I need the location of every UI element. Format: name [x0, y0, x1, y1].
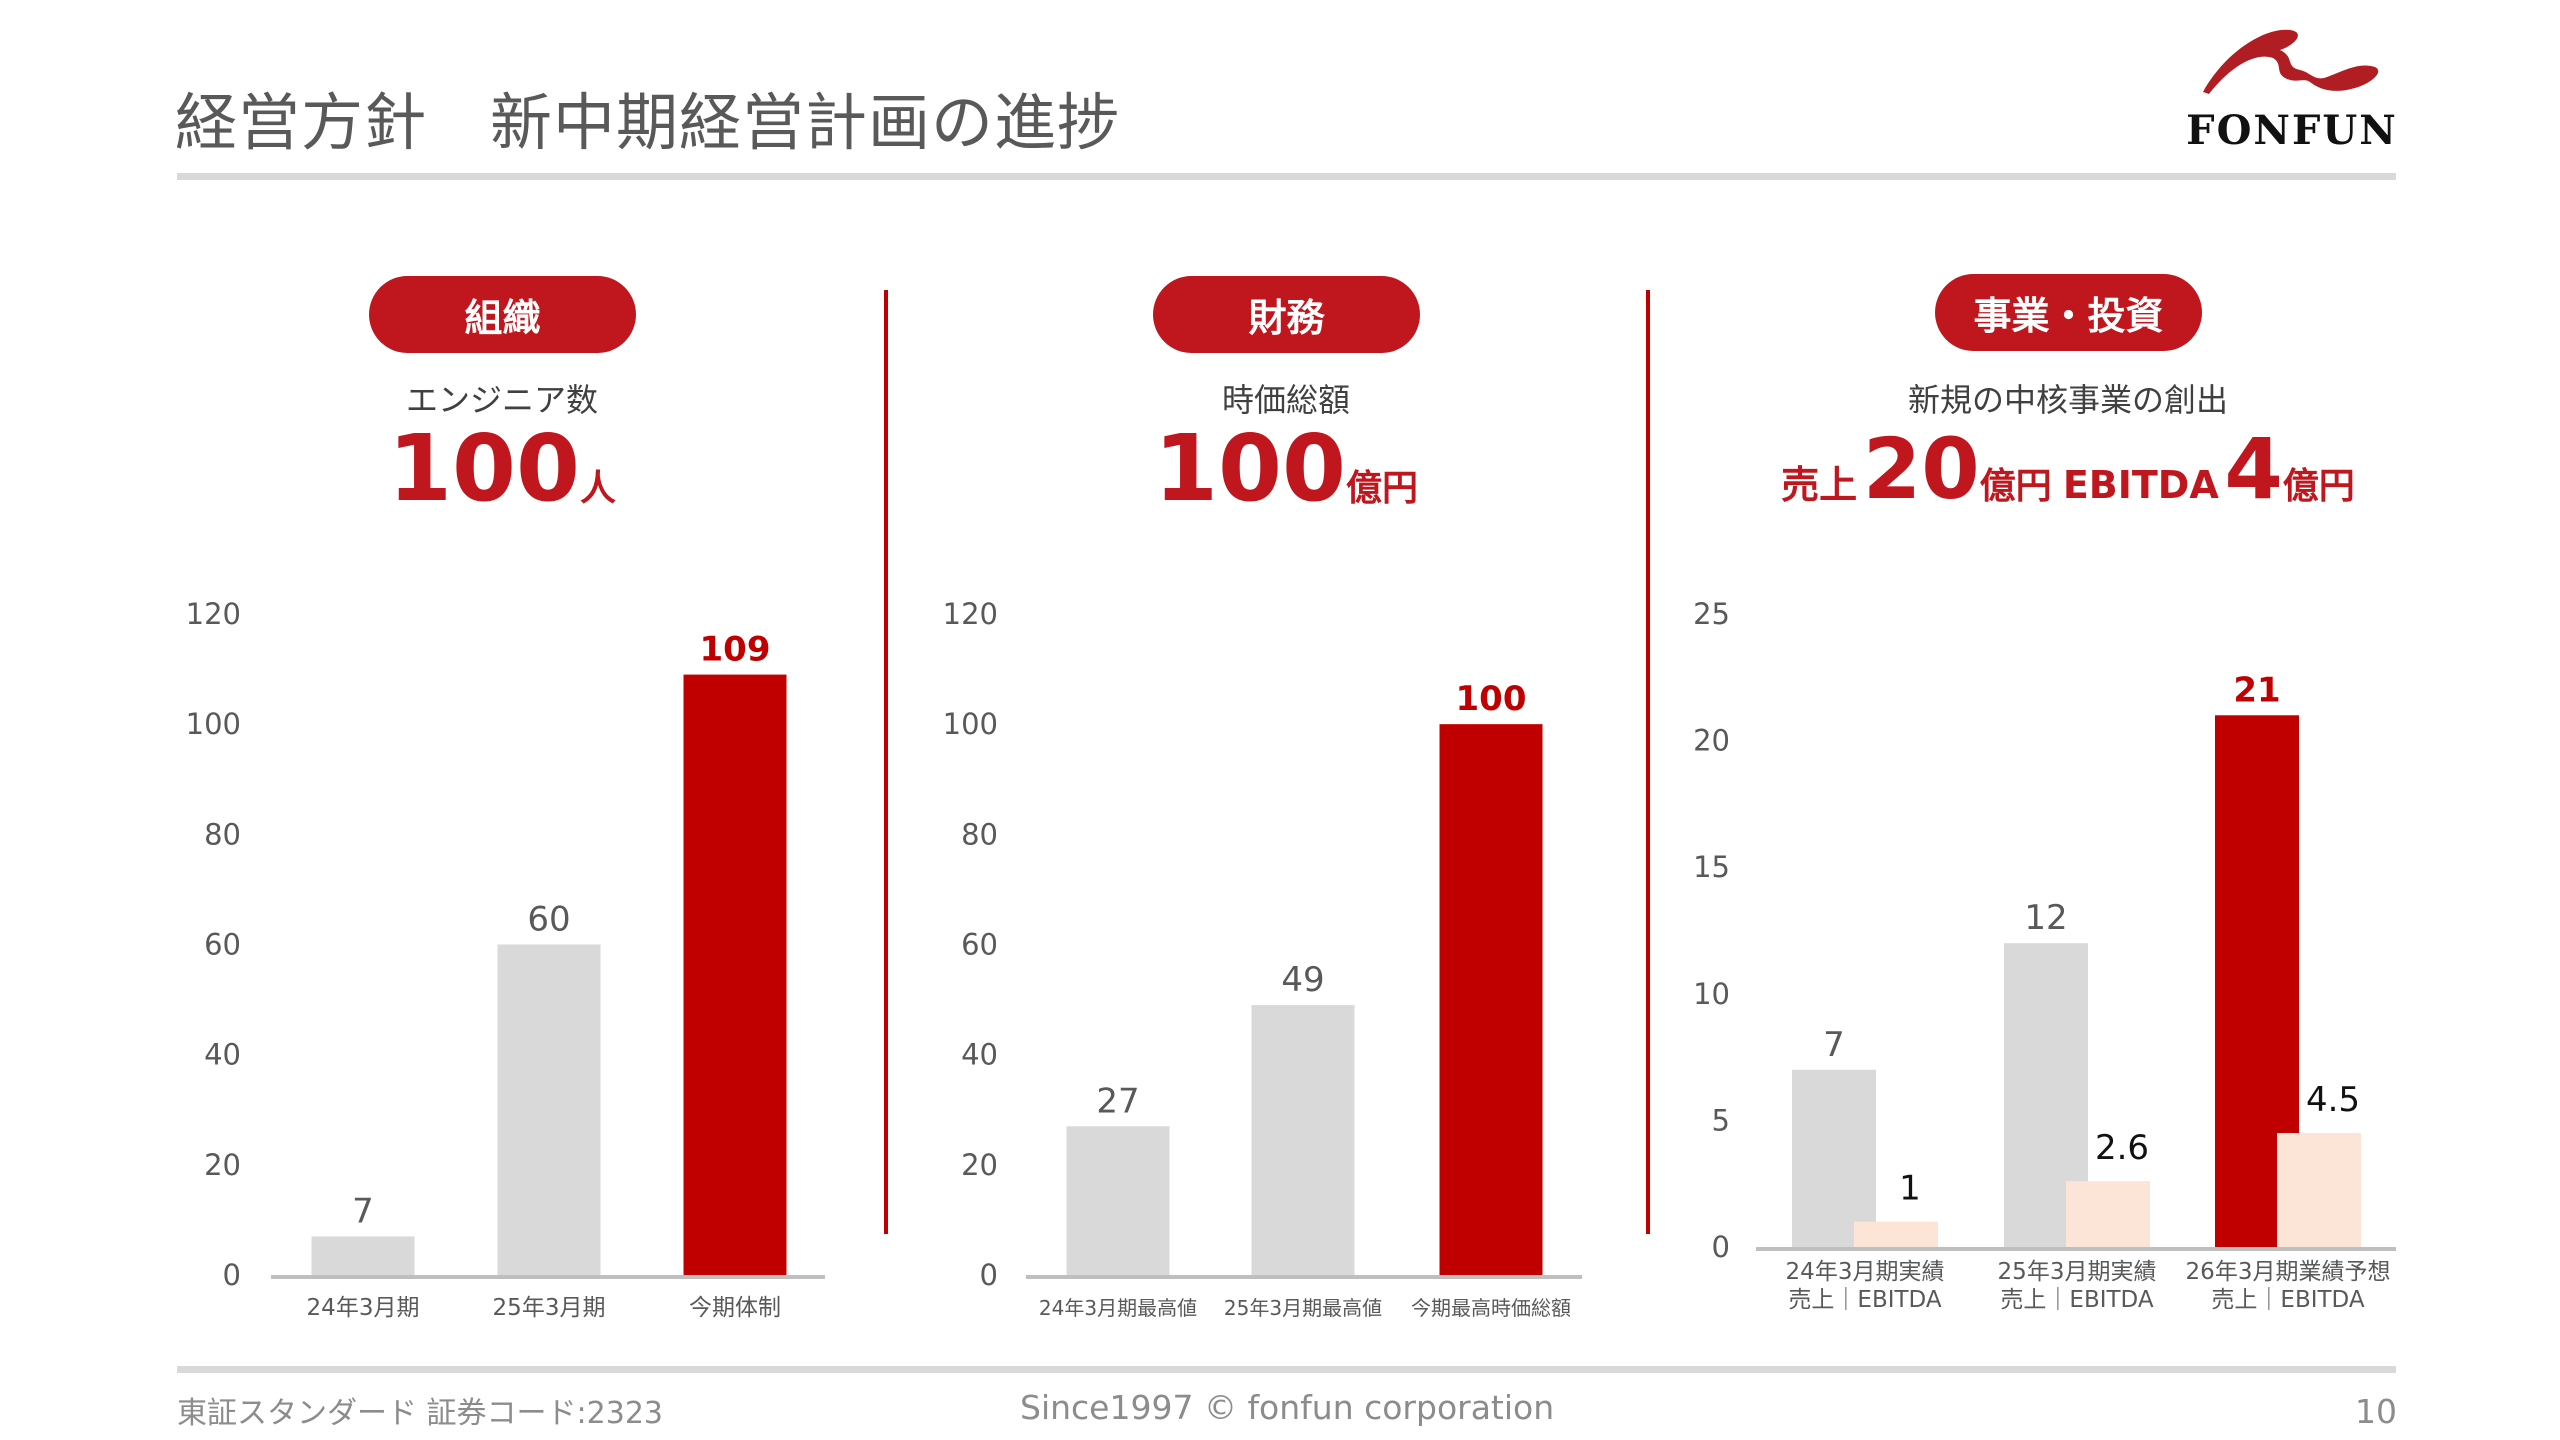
category-label: 25年3月期最高値	[1224, 1296, 1382, 1320]
data-label: 60	[527, 900, 570, 940]
kpi-value: 100	[387, 415, 581, 522]
category-label: 今期最高時価総額	[1411, 1296, 1571, 1320]
badge-business-investment: 事業・投資	[1935, 274, 2202, 351]
bar-ebitda	[1854, 1221, 1938, 1247]
y-tick-label: 120	[943, 597, 998, 631]
kpi-engineers: 100人	[122, 415, 882, 522]
panel-divider	[884, 290, 888, 1234]
category-label: 24年3月期実績	[1786, 1259, 1945, 1285]
category-label: 26年3月期業績予想	[2186, 1259, 2391, 1285]
bar-ebitda	[2066, 1181, 2150, 1247]
kpi-unit: 人	[580, 468, 617, 509]
data-label-sales: 12	[2024, 898, 2067, 938]
bar	[1066, 1126, 1170, 1275]
kpi-market-cap: 100億円	[906, 415, 1666, 522]
header-divider	[177, 173, 2396, 180]
y-tick-label: 0	[980, 1258, 998, 1292]
logo-swoosh-icon: FONFUN	[2186, 29, 2398, 154]
category-label: 24年3月期	[307, 1295, 420, 1321]
category-sublabel: 売上｜EBITDA	[2211, 1287, 2364, 1313]
kpi-unit: 億円	[1346, 468, 1419, 509]
y-tick-label: 10	[1693, 977, 1730, 1011]
y-tick-label: 80	[961, 817, 998, 851]
footer-divider	[177, 1366, 2396, 1373]
y-tick-label: 100	[186, 707, 241, 741]
y-tick-label: 40	[204, 1038, 241, 1072]
data-label-ebitda: 4.5	[2306, 1080, 2360, 1120]
category-label: 25年3月期実績	[1998, 1259, 2157, 1285]
page-title: 経営方針 新中期経営計画の進捗	[175, 86, 1121, 159]
data-label: 27	[1096, 1081, 1139, 1121]
panel-subtitle: 時価総額	[1221, 381, 1350, 419]
category-label: 今期体制	[689, 1295, 781, 1321]
badge-finance: 財務	[1153, 276, 1420, 353]
y-tick-label: 20	[204, 1148, 241, 1182]
kpi-ebitda-value: 4	[2224, 420, 2283, 518]
bar	[683, 674, 787, 1275]
panel-divider	[1646, 290, 1650, 1234]
kpi-sales-label: 売上	[1781, 463, 1858, 507]
y-tick-label: 20	[1693, 724, 1730, 758]
bar	[497, 944, 601, 1275]
data-label: 7	[352, 1191, 374, 1231]
bar-sales	[1792, 1069, 1876, 1247]
data-label: 100	[1456, 679, 1527, 719]
data-label-ebitda: 2.6	[2095, 1128, 2149, 1168]
y-tick-label: 120	[186, 597, 241, 631]
badge-organization: 組織	[369, 276, 636, 353]
y-tick-label: 80	[204, 817, 241, 851]
kpi-sales-unit: 億円	[1979, 466, 2052, 507]
bar	[311, 1236, 415, 1275]
y-tick-label: 20	[961, 1148, 998, 1182]
bar	[1439, 724, 1543, 1275]
y-tick-label: 60	[204, 928, 241, 962]
data-label: 109	[700, 630, 771, 670]
page-number: 10	[2355, 1392, 2397, 1431]
data-label: 49	[1281, 960, 1324, 1000]
bar	[1251, 1005, 1355, 1275]
y-tick-label: 15	[1693, 850, 1730, 884]
category-label: 24年3月期最高値	[1039, 1296, 1197, 1320]
y-tick-label: 60	[961, 928, 998, 962]
data-label-ebitda: 1	[1899, 1169, 1921, 1209]
svg-text:FONFUN: FONFUN	[2186, 107, 2398, 154]
y-tick-label: 0	[1712, 1230, 1730, 1264]
data-label-sales: 7	[1823, 1025, 1845, 1065]
kpi-business: 売上 20億円 EBITDA 4億円	[1688, 420, 2448, 518]
panel-subtitle: 新規の中核事業の創出	[1907, 381, 2228, 419]
kpi-value: 100	[1153, 415, 1347, 522]
y-tick-label: 40	[961, 1038, 998, 1072]
y-tick-label: 100	[943, 707, 998, 741]
kpi-sales-value: 20	[1862, 420, 1980, 518]
footer-stock-code: 東証スタンダード 証券コード:2323	[177, 1396, 663, 1431]
category-sublabel: 売上｜EBITDA	[2000, 1287, 2153, 1313]
bar-ebitda	[2277, 1133, 2361, 1247]
data-label-sales: 21	[2233, 670, 2280, 710]
kpi-ebitda-unit: 億円	[2282, 466, 2355, 507]
category-sublabel: 売上｜EBITDA	[1788, 1287, 1941, 1313]
y-tick-label: 0	[223, 1258, 241, 1292]
fonfun-logo: FONFUN	[2185, 22, 2400, 157]
category-label: 25年3月期	[493, 1295, 606, 1321]
footer-copyright: Since1997 © fonfun corporation	[1020, 1388, 1555, 1427]
panel-subtitle: エンジニア数	[405, 381, 598, 419]
y-tick-label: 5	[1712, 1103, 1730, 1137]
kpi-ebitda-label: EBITDA	[2062, 463, 2219, 507]
y-tick-label: 25	[1693, 597, 1730, 631]
